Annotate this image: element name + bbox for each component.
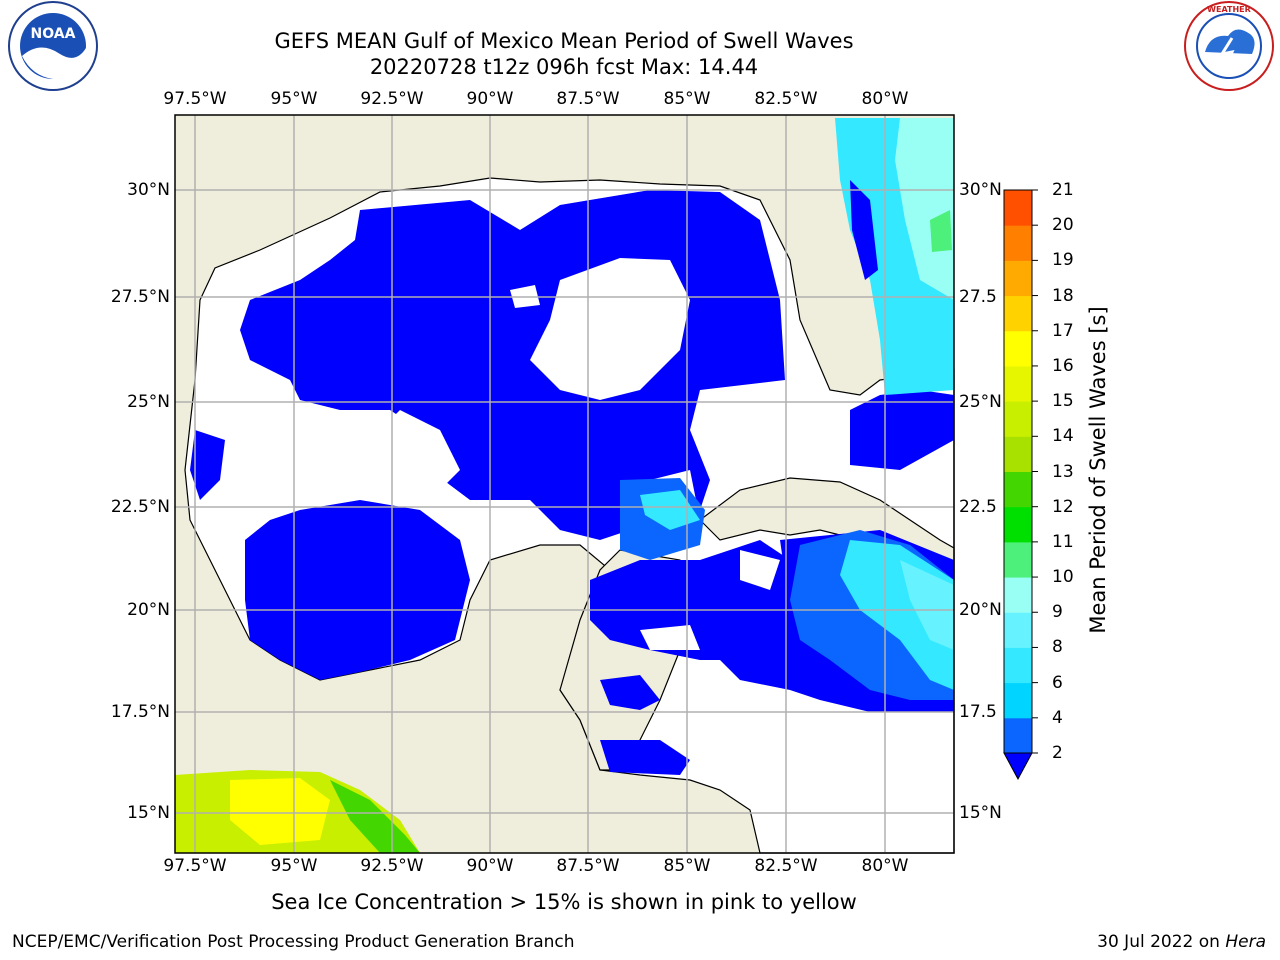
chart-title: GEFS MEAN Gulf of Mexico Mean Period of … (274, 29, 854, 53)
lat-label-right: 25°N (959, 392, 1002, 412)
nws-logo: WEATHER (1184, 1, 1274, 91)
colorbar-band (1004, 717, 1032, 754)
colorbar-band (1004, 682, 1032, 719)
colorbar (1003, 189, 1038, 781)
lat-label-left: 30°N (127, 180, 170, 200)
colorbar-band (1004, 506, 1032, 543)
colorbar-band (1004, 541, 1032, 578)
credit-text: NCEP/EMC/Verification Post Processing Pr… (12, 932, 575, 952)
colorbar-tick-label: 15 (1052, 391, 1074, 412)
colorbar-band (1004, 436, 1032, 472)
lat-label-left: 25°N (127, 392, 170, 412)
lon-label-top: 95°W (270, 89, 318, 109)
chart-subtitle: 20220728 t12z 096h fcst Max: 14.44 (369, 55, 759, 79)
colorbar-band (1004, 471, 1032, 508)
colorbar-tick-label: 18 (1052, 285, 1074, 306)
colorbar-tick-label: 11 (1052, 531, 1074, 552)
colorbar-band (1004, 365, 1032, 402)
lat-label-left: 27.5°N (110, 287, 170, 307)
colorbar-tick-label: 14 (1052, 426, 1074, 447)
lon-label-top: 97.5°W (163, 89, 227, 109)
lon-label-bottom: 95°W (270, 856, 318, 876)
colorbar-tick-label: 2 (1052, 743, 1063, 763)
colorbar-band (1004, 260, 1032, 297)
sea-ice-note: Sea Ice Concentration > 15% is shown in … (271, 890, 857, 914)
lat-label-left: 20°N (127, 600, 170, 620)
colorbar-tick-label: 9 (1052, 602, 1063, 623)
lon-label-bottom: 92.5°W (360, 856, 424, 876)
date-text: 30 Jul 2022 on (1097, 932, 1220, 952)
colorbar-band (1004, 577, 1032, 613)
lon-label-top: 87.5°W (556, 89, 620, 109)
colorbar-band (1004, 190, 1032, 226)
colorbar-tick-label: 10 (1052, 567, 1074, 588)
noaa-logo: NOAA (8, 1, 98, 91)
colorbar-underflow (1003, 752, 1033, 781)
colorbar-tick-label: 13 (1052, 461, 1074, 482)
lon-label-top: 82.5°W (754, 89, 818, 109)
colorbar-band (1004, 401, 1032, 437)
map-panel (174, 114, 955, 854)
colorbar-tick-label: 17 (1052, 320, 1074, 341)
date-stamp: 30 Jul 2022 on Hera (1097, 932, 1266, 952)
colorbar-tick-label: 19 (1052, 250, 1074, 271)
colorbar-tick-label: 16 (1052, 355, 1074, 376)
lat-label-right: 17.5 (959, 702, 997, 722)
lat-label-right: 15°N (959, 803, 1002, 823)
colorbar-title: Mean Period of Swell Waves [s] (1086, 306, 1110, 634)
lon-label-bottom: 87.5°W (556, 856, 620, 876)
colorbar-band (1004, 612, 1032, 648)
colorbar-tick-label: 4 (1052, 707, 1063, 728)
no-data-patches (350, 258, 780, 650)
lat-label-left: 17.5°N (110, 702, 170, 722)
colorbar-tick-label: 6 (1052, 672, 1063, 693)
lon-label-top: 90°W (466, 89, 514, 109)
lat-label-left: 22.5°N (110, 497, 170, 517)
caribbean-swell (620, 478, 954, 700)
colorbar-band (1004, 225, 1032, 261)
colorbar-tick-label: 12 (1052, 496, 1074, 517)
colorbar-band (1004, 330, 1032, 367)
lon-label-bottom: 97.5°W (163, 856, 227, 876)
colorbar-band (1004, 647, 1032, 684)
graticule (175, 115, 954, 853)
colorbar-tick-label: 21 (1052, 180, 1074, 200)
lat-label-right: 27.5 (959, 287, 997, 307)
lat-label-right: 22.5 (959, 497, 997, 517)
lon-label-bottom: 80°W (861, 856, 909, 876)
colorbar-tick-label: 20 (1052, 215, 1074, 236)
atlantic-swell (835, 118, 954, 395)
lon-label-top: 85°W (663, 89, 711, 109)
lon-label-top: 92.5°W (360, 89, 424, 109)
lon-label-bottom: 85°W (663, 856, 711, 876)
svg-text:WEATHER: WEATHER (1207, 5, 1251, 14)
lon-label-bottom: 90°W (466, 856, 514, 876)
lat-label-left: 15°N (127, 803, 170, 823)
lat-label-right: 20°N (959, 600, 1002, 620)
lon-label-bottom: 82.5°W (754, 856, 818, 876)
colorbar-tick-label: 8 (1052, 637, 1063, 658)
svg-text:NOAA: NOAA (31, 26, 76, 42)
lon-label-top: 80°W (861, 89, 909, 109)
lat-label-right: 30°N (959, 180, 1002, 200)
pacific-swell (175, 770, 420, 853)
colorbar-band (1004, 295, 1032, 332)
host-name: Hera (1225, 932, 1266, 952)
